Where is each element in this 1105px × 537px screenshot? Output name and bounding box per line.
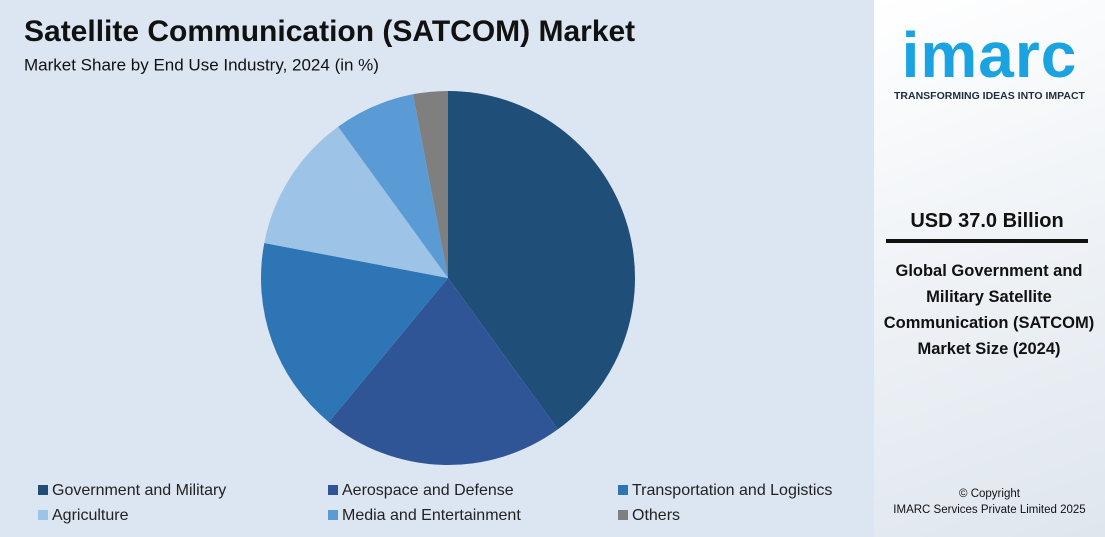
legend-swatch	[618, 510, 628, 520]
pie-slice	[338, 94, 448, 278]
pie-slice	[412, 91, 448, 278]
chart-title: Satellite Communication (SATCOM) Market	[24, 15, 635, 48]
legend-swatch	[328, 485, 338, 495]
chart: Satellite Communication (SATCOM) Market …	[0, 0, 874, 537]
legend-label: Transportation and Logistics	[632, 482, 832, 499]
company: IMARC Services Private Limited 2025	[893, 504, 1086, 516]
legend-label: Others	[632, 507, 680, 524]
chart-subtitle: Market Share by End Use Industry, 2024 (…	[24, 55, 379, 74]
copyright-line: © Copyright	[959, 488, 1020, 500]
description: Global Government and Military Satellite…	[883, 262, 1095, 358]
tagline: TRANSFORMING IDEAS INTO IMPACT	[894, 90, 1085, 102]
pie-slice	[264, 126, 448, 278]
legend-swatch	[328, 510, 338, 520]
logo: imarc	[901, 19, 1078, 91]
legend-label: Government and Military	[52, 482, 226, 499]
legend-label: Aerospace and Defense	[342, 482, 514, 499]
legend-label: Agriculture	[52, 507, 129, 524]
sidebar: imarc TRANSFORMING IDEAS INTO IMPACT USD…	[874, 0, 1105, 537]
market-size: USD 37.0 Billion	[886, 210, 1088, 243]
legend-swatch	[38, 485, 48, 495]
legend-swatch	[618, 485, 628, 495]
pie-slice	[448, 91, 635, 430]
pie-slice	[261, 242, 448, 423]
legend-label: Media and Entertainment	[342, 507, 521, 524]
legend-swatch	[38, 510, 48, 520]
pie-slice	[328, 278, 558, 465]
copyright: © Copyright IMARC Services Private Limit…	[874, 486, 1105, 518]
